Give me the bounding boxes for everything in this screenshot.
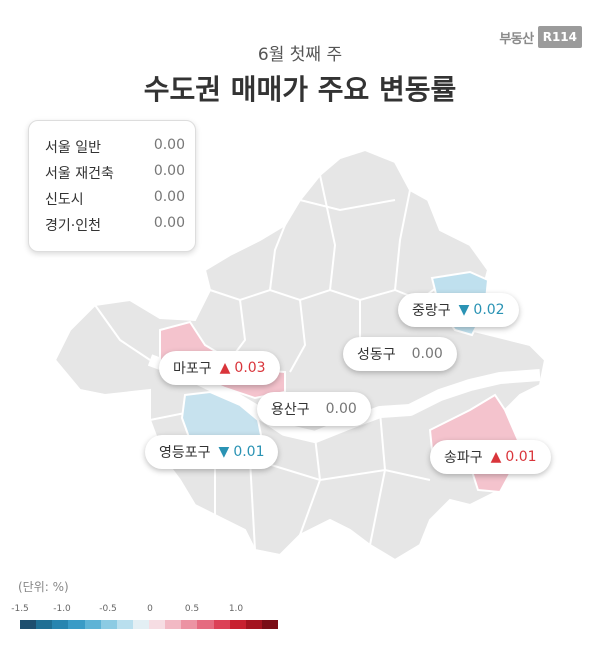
legend-tick: 0 <box>147 604 153 614</box>
label-jungnang: 중랑구 ▼ 0.02 <box>398 293 519 327</box>
label-seongdong: 성동구 0.00 <box>343 337 457 371</box>
color-scale-swatch <box>84 620 101 629</box>
page-title: 수도권 매매가 주요 변동률 <box>143 73 457 106</box>
summary-row: 경기·인천 0.00 <box>45 215 185 235</box>
down-arrow-icon: ▼ <box>458 302 470 318</box>
legend-tick: 1.0 <box>228 604 244 614</box>
color-scale-swatch <box>213 620 230 629</box>
legend-tick: 0.5 <box>184 604 200 614</box>
summary-box: 서울 일반 0.00 서울 재건축 0.00 신도시 0.00 경기·인천 0.… <box>28 120 196 252</box>
legend-ticks: -1.5 -1.0 -0.5 0 0.5 1.0 <box>0 604 600 618</box>
summary-name: 서울 일반 <box>45 140 101 156</box>
summary-row: 서울 재건축 0.00 <box>45 163 185 183</box>
district-value: 0.01 <box>233 444 265 460</box>
district-value: 0.01 <box>505 449 537 465</box>
label-songpa: 송파구 ▲ 0.01 <box>430 440 551 474</box>
summary-row: 신도시 0.00 <box>45 189 185 209</box>
logo-text: 부동산 <box>499 31 534 47</box>
color-scale-swatch <box>149 620 166 629</box>
summary-name: 서울 재건축 <box>45 166 114 182</box>
legend-tick: -1.0 <box>53 604 71 614</box>
summary-name: 신도시 <box>45 192 84 208</box>
district-name: 중랑구 <box>412 303 451 319</box>
summary-name: 경기·인천 <box>45 218 101 234</box>
r114-logo: 부동산 R114 <box>499 26 582 48</box>
legend-tick: -0.5 <box>99 604 117 614</box>
district-value: 0.03 <box>234 360 266 376</box>
district-name: 송파구 <box>444 450 483 466</box>
color-scale-bar <box>20 620 278 629</box>
summary-row: 서울 일반 0.00 <box>45 137 185 157</box>
summary-value: 0.00 <box>153 137 185 153</box>
color-scale-swatch <box>36 620 53 629</box>
label-yongsan: 용산구 0.00 <box>257 392 371 426</box>
subtitle: 6월 첫째 주 <box>257 45 343 65</box>
legend-tick: -1.5 <box>11 604 29 614</box>
color-scale-swatch <box>197 620 214 629</box>
logo-mark: R114 <box>537 26 582 48</box>
color-scale-swatch <box>261 620 278 629</box>
up-arrow-icon: ▲ <box>219 360 231 376</box>
summary-value: 0.00 <box>153 215 185 231</box>
color-scale-swatch <box>20 620 37 629</box>
up-arrow-icon: ▲ <box>490 449 502 465</box>
color-scale-swatch <box>245 620 262 629</box>
district-name: 용산구 <box>271 402 310 418</box>
district-name: 성동구 <box>357 347 396 363</box>
district-value: 0.00 <box>411 346 443 362</box>
district-value: 0.00 <box>325 401 357 417</box>
summary-value: 0.00 <box>153 189 185 205</box>
color-scale-swatch <box>181 620 198 629</box>
color-scale-swatch <box>165 620 182 629</box>
color-scale-swatch <box>100 620 117 629</box>
summary-value: 0.00 <box>153 163 185 179</box>
color-scale-swatch <box>68 620 85 629</box>
label-mapo: 마포구 ▲ 0.03 <box>159 351 280 385</box>
down-arrow-icon: ▼ <box>218 444 230 460</box>
district-name: 영등포구 <box>159 445 211 461</box>
district-name: 마포구 <box>173 361 212 377</box>
color-scale-swatch <box>52 620 69 629</box>
color-scale-swatch <box>229 620 246 629</box>
color-scale-swatch <box>132 620 149 629</box>
label-yeongdeungpo: 영등포구 ▼ 0.01 <box>145 435 279 469</box>
unit-label: (단위: %) <box>18 580 69 594</box>
district-value: 0.02 <box>473 302 505 318</box>
color-scale-swatch <box>116 620 133 629</box>
